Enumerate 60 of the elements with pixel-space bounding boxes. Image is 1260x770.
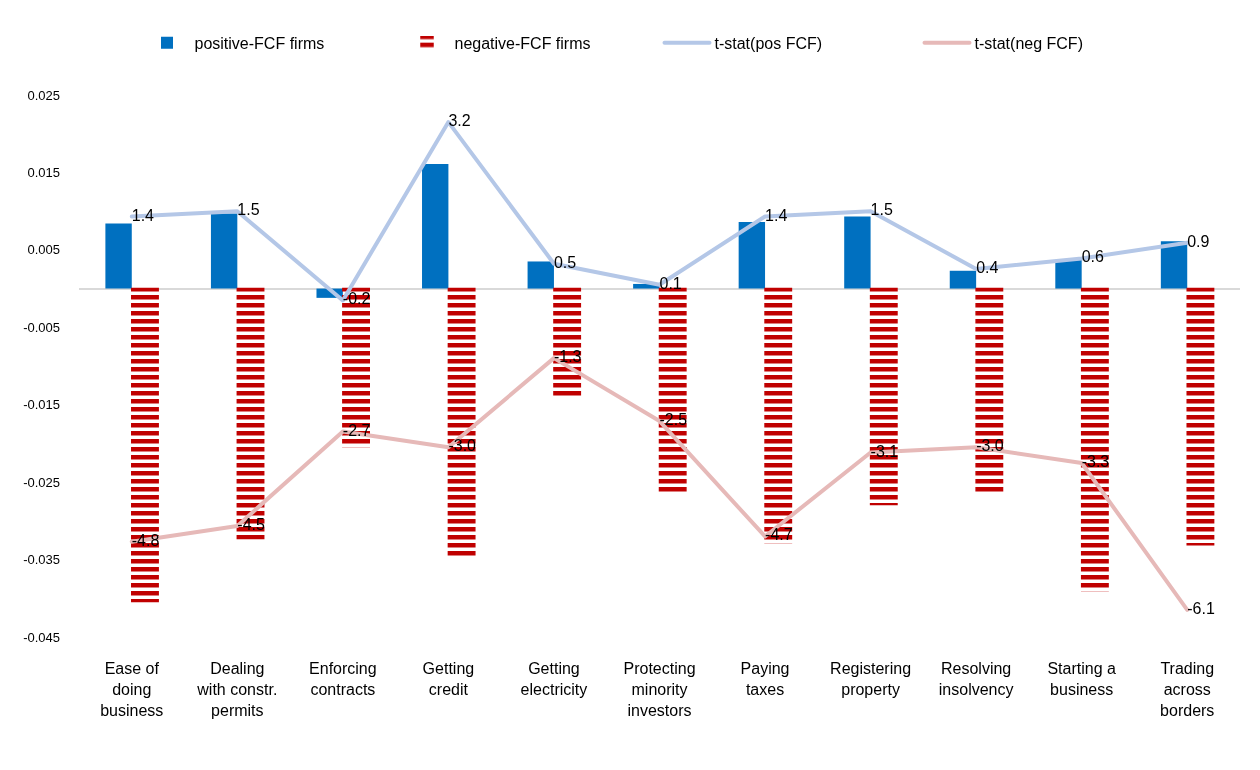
bar (342, 287, 370, 448)
x-tick-label: Protecting minority investors (623, 660, 696, 719)
y-tick-label: 0.015 (27, 164, 60, 180)
data-label: 0.5 (553, 253, 577, 271)
bar (844, 216, 871, 289)
bar (131, 287, 159, 603)
data-label: -1.3 (553, 348, 582, 366)
x-tick-label: Getting credit (422, 660, 475, 698)
data-label: -2.5 (659, 411, 688, 429)
y-tick-label: -0.015 (23, 397, 60, 413)
x-tick-label: Starting a business (1047, 660, 1117, 698)
bar (527, 261, 554, 289)
bar (658, 287, 687, 493)
bar (949, 270, 977, 289)
y-tick-label: 0.005 (27, 242, 60, 258)
bar (553, 287, 582, 398)
data-label: 1.4 (765, 206, 788, 224)
y-tick-label: -0.035 (23, 552, 60, 568)
bar (975, 287, 1004, 494)
data-label: 0.6 (1081, 248, 1105, 266)
legend-label: negative-FCF firms (454, 34, 591, 52)
data-label: -3.3 (1081, 453, 1110, 471)
legend-label: t-stat(neg FCF) (974, 34, 1083, 52)
legend-label: t-stat(pos FCF) (714, 34, 823, 52)
bar (764, 287, 793, 544)
x-tick-label: Enforcing contracts (309, 660, 377, 698)
x-tick-label: Getting electricity (520, 660, 588, 698)
x-tick-label: Registering property (830, 660, 912, 698)
x-tick-label: Ease of doing business (100, 660, 164, 719)
data-label: -0.2 (342, 290, 371, 308)
data-label: 1.5 (237, 201, 260, 219)
bar (1186, 287, 1215, 546)
bar (447, 287, 476, 557)
data-label: 1.4 (131, 206, 155, 224)
data-label: 0.9 (1187, 232, 1210, 250)
bar (105, 223, 132, 289)
data-label: -4.7 (765, 526, 793, 544)
data-label: 1.5 (870, 201, 893, 219)
data-label: 0.4 (976, 258, 999, 276)
data-label: 3.2 (448, 112, 471, 130)
data-label: -4.5 (237, 515, 265, 533)
bar (1055, 259, 1082, 289)
x-tick-label: Paying taxes (740, 660, 790, 698)
bar (1080, 287, 1109, 592)
x-tick-label: Trading across borders (1160, 660, 1215, 719)
bar (1160, 241, 1188, 289)
bar (869, 287, 898, 506)
y-tick-label: -0.025 (23, 474, 60, 490)
bar (738, 221, 766, 289)
y-tick-label: -0.005 (23, 319, 60, 335)
y-tick-label: -0.045 (23, 629, 60, 645)
x-tick-label: Resolving insolvency (938, 660, 1014, 698)
bar (210, 213, 238, 289)
y-tick-label: 0.025 (27, 87, 60, 103)
x-tick-label: Dealing with constr. permits (196, 660, 278, 719)
bar (236, 287, 265, 540)
data-label: 0.1 (659, 274, 682, 292)
bar (422, 163, 449, 289)
legend-label: positive-FCF firms (194, 34, 325, 52)
data-label: -6.1 (1187, 599, 1215, 617)
